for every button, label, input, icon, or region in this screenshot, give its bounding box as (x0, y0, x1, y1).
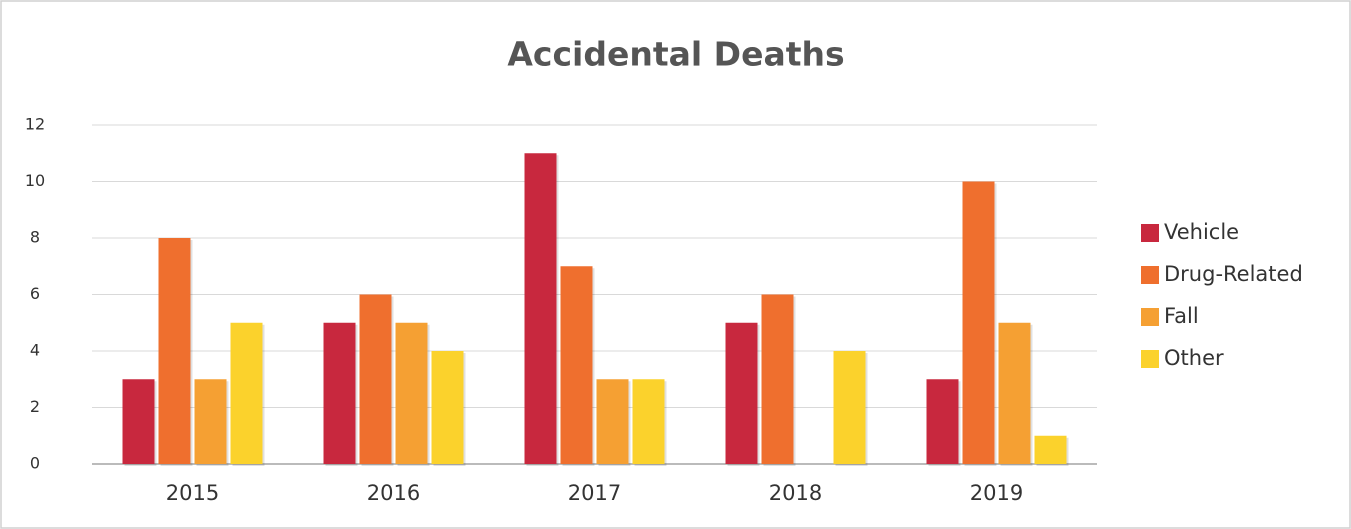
legend-label: Fall (1164, 304, 1199, 328)
y-tick-label: 8 (30, 228, 40, 247)
legend-swatch (1141, 266, 1159, 284)
x-tick-label: 2018 (769, 481, 822, 505)
chart-title: Accidental Deaths (507, 35, 844, 74)
bar (833, 351, 866, 464)
y-tick-label: 0 (30, 454, 40, 473)
x-tick-label: 2017 (568, 481, 621, 505)
legend-swatch (1141, 308, 1159, 326)
legend-swatch (1141, 224, 1159, 242)
bar (926, 379, 959, 464)
bar (230, 322, 263, 464)
bar (323, 322, 356, 464)
y-tick-label: 12 (25, 115, 45, 134)
bar (122, 379, 155, 464)
bar (560, 266, 593, 464)
bar (725, 322, 758, 464)
y-tick-label: 10 (25, 171, 45, 190)
x-tick-label: 2015 (166, 481, 219, 505)
bar (194, 379, 227, 464)
legend-label: Drug-Related (1164, 262, 1303, 286)
bar (1034, 435, 1067, 464)
bar (962, 181, 995, 464)
bar (431, 351, 464, 464)
legend-label: Vehicle (1164, 220, 1239, 244)
x-tick-label: 2016 (367, 481, 420, 505)
bar (395, 322, 428, 464)
bar (359, 294, 392, 464)
legend-label: Other (1164, 346, 1224, 370)
y-tick-label: 2 (30, 397, 40, 416)
y-tick-label: 4 (30, 341, 40, 360)
bar (998, 322, 1031, 464)
y-tick-label: 6 (30, 284, 40, 303)
legend-swatch (1141, 350, 1159, 368)
x-tick-label: 2019 (970, 481, 1023, 505)
bar (596, 379, 629, 464)
bar (632, 379, 665, 464)
bar (761, 294, 794, 464)
bar (158, 238, 191, 464)
bar (524, 153, 557, 464)
